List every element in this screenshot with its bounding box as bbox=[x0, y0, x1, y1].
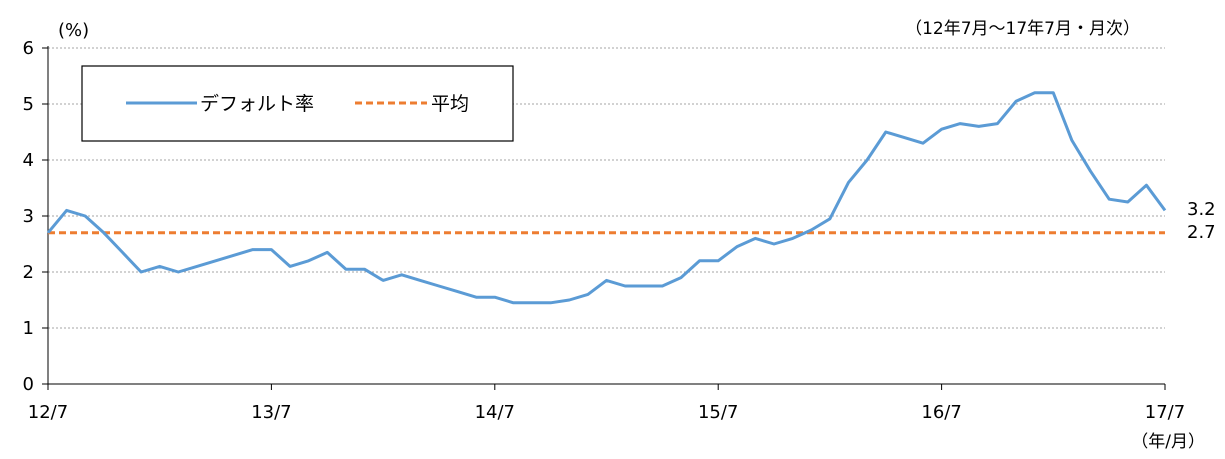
x-tick-label: 12/7 bbox=[28, 402, 68, 423]
x-tick-label: 13/7 bbox=[251, 402, 291, 423]
y-tick-label: 6 bbox=[23, 38, 34, 59]
end-label-average: 2.7 bbox=[1187, 222, 1216, 243]
series-layer bbox=[46, 91, 1167, 305]
legend: デフォルト率 平均 bbox=[81, 65, 514, 142]
legend-label-average: 平均 bbox=[431, 93, 469, 115]
x-axis-label: （年/月） bbox=[1131, 432, 1205, 452]
y-axis-label: (%) bbox=[58, 20, 89, 41]
y-tick-label: 2 bbox=[23, 262, 34, 283]
y-tick-label: 5 bbox=[23, 94, 34, 115]
chart-subtitle: （12年7月～17年7月・月次） bbox=[905, 19, 1140, 39]
y-tick-label: 4 bbox=[23, 150, 34, 171]
end-label-default-rate: 3.2 bbox=[1187, 199, 1216, 220]
legend-label-default-rate: デフォルト率 bbox=[200, 93, 314, 115]
y-tick-label: 3 bbox=[23, 206, 34, 227]
y-tick-label: 1 bbox=[23, 318, 34, 339]
x-tick-label: 16/7 bbox=[921, 402, 961, 423]
x-tick-label: 17/7 bbox=[1145, 402, 1185, 423]
x-tick-label: 14/7 bbox=[475, 402, 515, 423]
x-axis-ticks: 12/7 13/7 14/7 15/7 16/7 17/7 bbox=[28, 384, 1185, 423]
x-tick-label: 15/7 bbox=[698, 402, 738, 423]
y-tick-label: 0 bbox=[23, 374, 34, 395]
y-axis-ticks: 0 1 2 3 4 5 6 bbox=[23, 38, 48, 395]
series-line-default-rate bbox=[46, 91, 1167, 305]
